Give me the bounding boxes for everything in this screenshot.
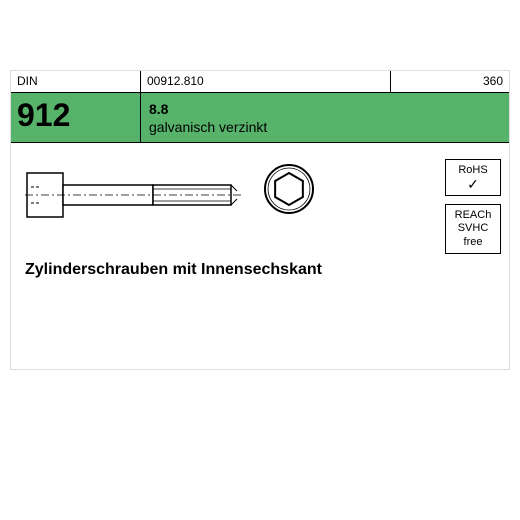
header-page-number: 360 [391,71,509,92]
screw-front-view-icon [261,161,317,217]
header-row: DIN 00912.810 360 [11,71,509,93]
header-din-label: DIN [11,71,141,92]
compliance-badges: RoHS ✓ REACh SVHC free [445,159,501,254]
strength-class: 8.8 [149,101,501,117]
figure-area [11,143,509,263]
product-title: Zylinderschrauben mit Innensechskant [25,261,322,279]
reach-line1: REACh [446,209,500,222]
surface-finish: galvanisch verzinkt [149,119,501,135]
classification-row: 912 8.8 galvanisch verzinkt [11,93,509,143]
spec-sheet: DIN 00912.810 360 912 8.8 galvanisch ver… [10,70,510,370]
screw-side-view-icon [25,165,245,225]
classification-text: 8.8 galvanisch verzinkt [141,93,509,142]
reach-line2: SVHC [446,222,500,235]
check-icon: ✓ [446,177,500,191]
reach-line3: free [446,236,500,249]
header-product-code: 00912.810 [141,71,391,92]
reach-badge: REACh SVHC free [445,204,501,254]
din-number: 912 [11,93,141,142]
rohs-badge: RoHS ✓ [445,159,501,196]
